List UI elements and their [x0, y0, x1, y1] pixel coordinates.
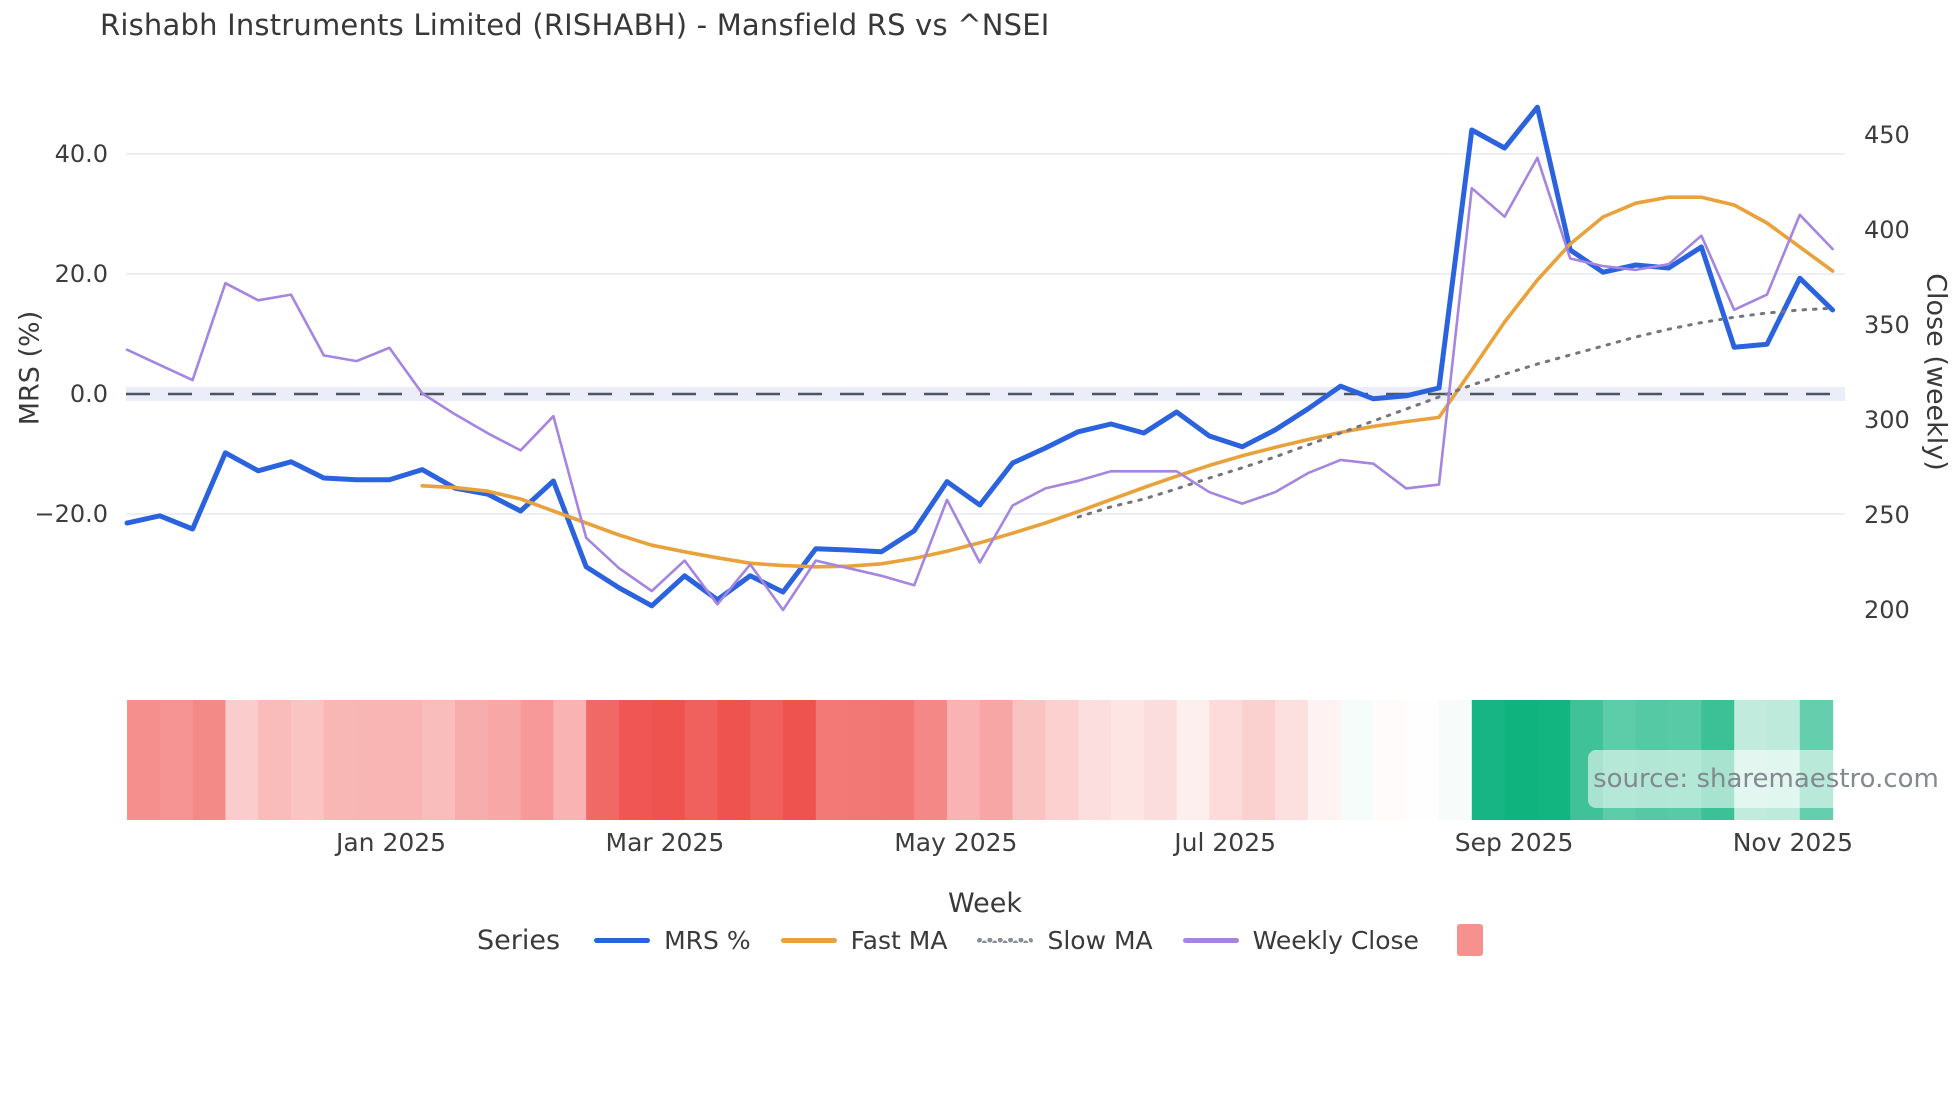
left-axis-title: MRS (%): [14, 310, 46, 426]
source-watermark: source: sharemaestro.com: [1588, 750, 1944, 808]
left-tick-label: 20.0: [54, 260, 108, 288]
left-tick-label: 40.0: [54, 140, 108, 168]
month-tick-label: Jul 2025: [1174, 828, 1277, 857]
month-tick-label: Nov 2025: [1732, 828, 1854, 857]
right-tick-label: 250: [1864, 501, 1910, 529]
weekly-close-line-swatch-icon: [1182, 937, 1239, 943]
page-title: Rishabh Instruments Limited (RISHABH) - …: [100, 8, 1050, 42]
right-tick-label: 400: [1864, 216, 1910, 244]
month-tick-label: Jan 2025: [335, 828, 447, 857]
source-text: source: sharemaestro.com: [1593, 764, 1939, 794]
mrs-line-swatch-icon: [594, 937, 651, 943]
weekly-heatmap-strip: [127, 700, 1834, 820]
x-axis-title: Week: [948, 888, 1022, 919]
right-tick-label: 450: [1864, 121, 1910, 149]
fast-ma-line-swatch-icon: [780, 937, 837, 943]
legend-item-label: Weekly Close: [1252, 925, 1419, 955]
legend-item-label: MRS %: [664, 925, 751, 955]
left-tick-label: 0.0: [69, 380, 108, 408]
legend-item-fast-ma: Fast MA: [780, 925, 948, 955]
legend-item-weekly-close: Weekly Close: [1182, 925, 1419, 955]
slow-ma-dotted-swatch-icon: [977, 937, 1034, 943]
series-lines: [124, 104, 1836, 612]
left-tick-label: −20.0: [34, 500, 108, 528]
gridlines: [126, 153, 1845, 515]
month-tick-label: Sep 2025: [1454, 828, 1574, 857]
right-tick-label: 200: [1864, 596, 1910, 624]
month-tick-label: May 2025: [894, 828, 1018, 857]
legend: Series MRS % Fast MA Slow MA Weekly Clos…: [0, 924, 1960, 956]
legend-item-label: Fast MA: [850, 925, 948, 955]
right-tick-label: 300: [1864, 406, 1910, 434]
legend-item-slow-ma: Slow MA: [977, 925, 1153, 955]
heatmap-swatch-icon: [1456, 924, 1483, 956]
right-axis-title: Close (weekly): [1920, 273, 1952, 471]
legend-item-mrs: MRS %: [594, 926, 751, 955]
legend-title: Series: [477, 924, 561, 956]
right-tick-label: 350: [1864, 311, 1910, 339]
month-tick-label: Mar 2025: [605, 828, 725, 857]
legend-item-label: Slow MA: [1047, 925, 1153, 955]
